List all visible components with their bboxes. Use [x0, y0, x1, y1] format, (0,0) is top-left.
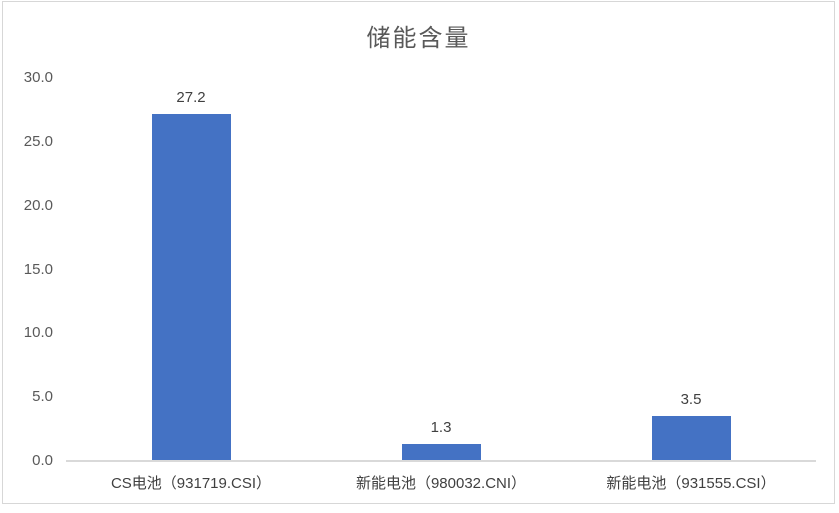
x-axis-line	[66, 460, 816, 462]
y-axis-tick-label: 5.0	[32, 388, 53, 406]
bar-value-label: 27.2	[176, 88, 206, 106]
bar-value-label: 3.5	[680, 391, 702, 409]
bar-value-label: 1.3	[430, 419, 452, 437]
bar-2	[401, 444, 481, 460]
y-axis-tick-label: 30.0	[23, 69, 53, 86]
chart-title: 储能含量	[366, 26, 471, 52]
bar-1	[151, 113, 231, 460]
y-axis-tick-label: 10.0	[23, 324, 53, 342]
x-axis-category-label: 新能电池（980032.CNI）	[355, 475, 527, 492]
chart-frame: 储能含量 30.0 25.0 20.0 15.0 10.0 5.0 0.0 27.2 CS电池（…	[2, 1, 835, 504]
x-axis-category-label: CS电池（931719.CSI）	[110, 475, 272, 492]
y-axis-tick-label: 15.0	[23, 260, 53, 278]
y-axis-tick-label: 20.0	[23, 196, 53, 214]
y-axis-tick-label: 25.0	[23, 132, 53, 150]
x-axis-category-label: 新能电池（931555.CSI）	[606, 475, 776, 492]
bar-3	[651, 416, 731, 460]
y-axis-tick-label: 0.0	[32, 452, 53, 469]
